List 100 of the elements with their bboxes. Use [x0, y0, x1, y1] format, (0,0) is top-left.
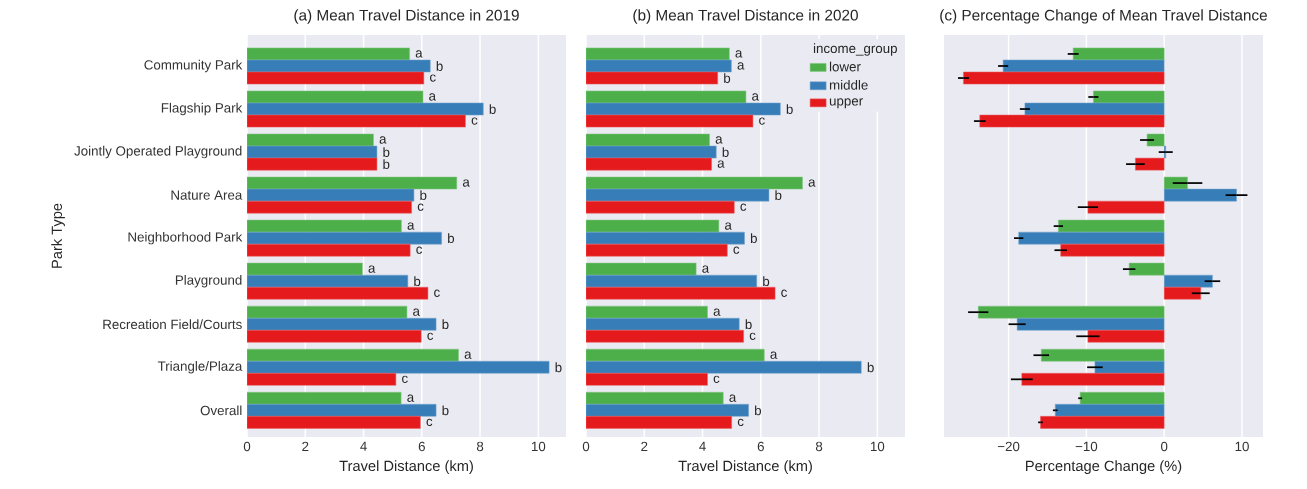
bar [1072, 47, 1165, 61]
data-label: a [407, 222, 415, 230]
data-label: b [722, 147, 729, 157]
y-tick-label: Neighborhood Park [128, 231, 243, 245]
bar [247, 219, 402, 233]
bar [247, 59, 431, 73]
bar [586, 416, 732, 429]
x-tick-label: 0 [1161, 441, 1168, 452]
bar [247, 404, 437, 417]
legend-label: middle [829, 79, 868, 90]
data-label: c [740, 203, 747, 211]
bar [586, 286, 776, 300]
data-label: a [737, 62, 745, 70]
y-tick-label: Recreation Field/Courts [103, 319, 242, 330]
bar [247, 200, 412, 214]
bar [586, 71, 718, 85]
x-tick-label: 6 [757, 441, 764, 452]
bar [586, 348, 765, 362]
bar [1128, 262, 1165, 276]
data-label: a [808, 179, 816, 187]
bar [586, 145, 717, 159]
data-label: b [745, 319, 752, 330]
data-label: b [724, 73, 731, 83]
data-label: b [420, 190, 427, 200]
bar [247, 243, 411, 257]
data-label: b [786, 104, 793, 114]
data-label: a [735, 50, 743, 58]
y-tick-label: Triangle/Plaza [157, 361, 243, 374]
bar [247, 133, 374, 147]
x-tick-label: 0 [582, 441, 590, 452]
data-label: a [368, 265, 376, 273]
data-label: a [379, 136, 387, 144]
data-label: b [489, 104, 496, 114]
data-label: c [426, 418, 433, 427]
bar [586, 404, 749, 417]
bar [247, 329, 422, 343]
data-label: a [429, 93, 436, 101]
data-label: b [763, 276, 770, 287]
data-label: b [414, 276, 421, 287]
x-tick-label: 10 [870, 441, 885, 452]
bar [586, 317, 740, 331]
x-tick-label: −20 [997, 441, 1020, 452]
data-label: c [430, 74, 436, 82]
y-tick-label: Overall [200, 405, 242, 416]
x-axis-title: Travel Distance (km) [339, 460, 473, 474]
bar [1079, 391, 1165, 405]
data-label: b [755, 405, 762, 416]
chart-title: (c) Percentage Change of Mean Travel Distance [940, 9, 1267, 24]
data-label: b [436, 61, 443, 71]
data-label: b [448, 233, 455, 244]
data-label: b [775, 190, 782, 200]
data-label: a [702, 265, 710, 273]
data-label: a [717, 160, 725, 168]
data-label: a [770, 351, 778, 359]
data-label: a [413, 308, 420, 316]
legend-title: income_group [813, 43, 897, 56]
bar [586, 176, 803, 190]
bar [1146, 133, 1165, 147]
bar [247, 47, 410, 61]
x-tick-label: 4 [699, 441, 706, 451]
bar [586, 133, 710, 147]
data-label: a [713, 308, 721, 316]
y-tick-label: Flagship Park [161, 102, 243, 116]
data-label: c [737, 418, 744, 427]
bar [1163, 274, 1213, 288]
bar [1058, 219, 1165, 233]
data-label: c [427, 332, 434, 340]
y-tick-label: Nature Area [171, 190, 243, 200]
data-label: c [417, 203, 424, 211]
bar [247, 102, 484, 116]
x-tick-label: 2 [641, 441, 648, 452]
chart-title: (b) Mean Travel Distance in 2020 [633, 9, 858, 24]
bar [977, 305, 1165, 319]
bar [1087, 329, 1165, 343]
data-label: c [733, 246, 740, 254]
bar [586, 391, 724, 405]
bar [586, 262, 697, 276]
bar [586, 305, 708, 319]
data-label: a [729, 394, 737, 402]
bar [1093, 90, 1165, 104]
bar [1135, 157, 1165, 171]
bar [586, 114, 754, 128]
bar [1018, 231, 1165, 245]
bar [586, 373, 708, 386]
data-label: c [471, 117, 478, 125]
bar [247, 286, 429, 300]
x-axis-title: Percentage Change (%) [1026, 460, 1182, 474]
data-label: b [383, 147, 390, 157]
bar [586, 188, 770, 202]
data-label: b [555, 362, 562, 373]
bar [247, 274, 409, 288]
x-tick-label: 6 [418, 441, 425, 452]
bar [586, 47, 730, 61]
bar [1094, 360, 1165, 374]
data-label: a [407, 394, 415, 402]
bar [1002, 59, 1165, 73]
x-tick-label: 4 [360, 441, 367, 451]
x-tick-label: 0 [243, 441, 251, 452]
bar [247, 391, 402, 405]
bar [963, 71, 1165, 85]
